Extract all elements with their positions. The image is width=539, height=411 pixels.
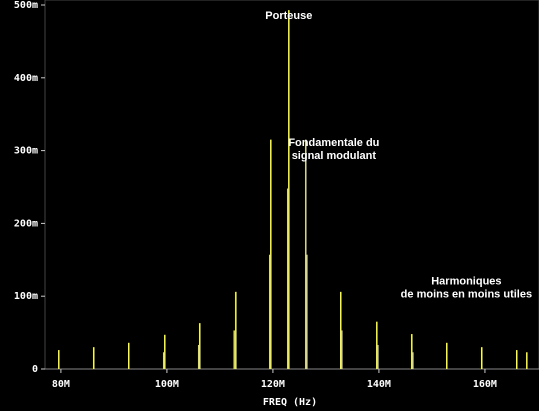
y-tick-label: 100m [14,291,38,302]
y-tick-label: 500m [14,0,38,11]
annotation: Fondamentale du [288,137,379,149]
x-axis-title: FREQ (Hz) [263,397,317,408]
x-tick-label: 160M [473,379,497,390]
annotation: Harmoniques [431,276,501,288]
x-tick-label: 100M [155,379,179,390]
x-tick-label: 120M [261,379,285,390]
y-tick-label: 0 [32,364,38,375]
plot-area [44,0,539,370]
y-tick-label: 300m [14,146,38,157]
annotation: Porteuse [265,10,312,22]
x-tick-label: 80M [52,379,70,390]
y-tick-label: 200m [14,218,38,229]
annotation: de moins en moins utiles [401,289,532,301]
x-tick-label: 140M [367,379,391,390]
annotation: signal modulant [292,150,377,162]
y-tick-label: 400m [14,73,38,84]
